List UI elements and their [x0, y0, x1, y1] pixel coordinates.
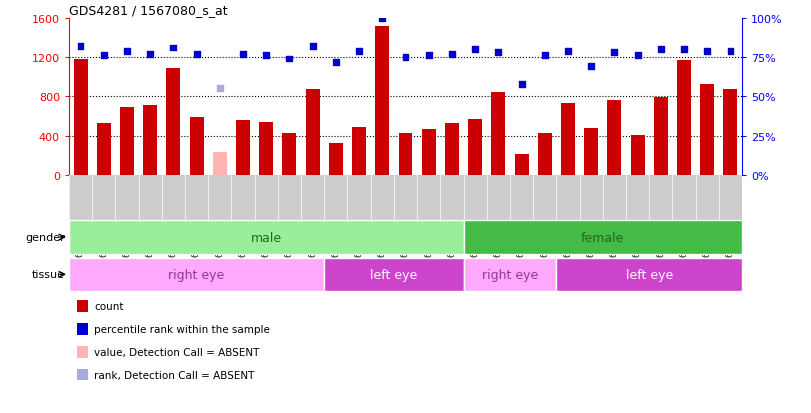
Bar	[723, 90, 737, 176]
Bar	[607, 101, 621, 176]
Point	[329, 59, 342, 66]
Text: left eye: left eye	[625, 268, 673, 281]
Point	[190, 51, 203, 58]
Text: right eye: right eye	[482, 268, 538, 281]
Point	[283, 56, 296, 63]
Bar	[538, 133, 551, 176]
Bar	[677, 61, 691, 176]
Point	[237, 51, 250, 58]
Point	[307, 43, 320, 50]
Point	[539, 53, 551, 59]
Point	[561, 48, 574, 55]
Point	[213, 86, 226, 93]
Text: female: female	[581, 231, 624, 244]
Bar	[700, 85, 714, 176]
Bar	[97, 123, 111, 176]
Text: count: count	[94, 301, 123, 311]
Point	[585, 64, 598, 71]
Point	[491, 50, 504, 57]
Point	[469, 47, 482, 53]
Bar	[260, 123, 273, 176]
Point	[167, 45, 180, 52]
Bar	[282, 133, 296, 176]
Point	[97, 53, 110, 59]
Bar	[445, 123, 459, 176]
Point	[724, 48, 737, 55]
Point	[375, 15, 388, 22]
Text: percentile rank within the sample: percentile rank within the sample	[94, 324, 270, 334]
Bar	[515, 155, 529, 176]
Point	[515, 81, 528, 88]
Point	[677, 47, 690, 53]
Bar	[631, 135, 645, 176]
Point	[701, 48, 714, 55]
Text: left eye: left eye	[371, 268, 418, 281]
Point	[608, 50, 621, 57]
Bar	[352, 128, 366, 176]
Point	[260, 53, 272, 59]
Bar	[120, 108, 134, 176]
Text: right eye: right eye	[169, 268, 225, 281]
Bar	[74, 60, 88, 176]
Text: GDS4281 / 1567080_s_at: GDS4281 / 1567080_s_at	[69, 5, 228, 17]
Bar	[212, 153, 227, 176]
Bar	[329, 144, 343, 176]
Point	[445, 51, 458, 58]
Point	[654, 47, 667, 53]
Bar	[422, 129, 436, 176]
Text: male: male	[251, 231, 281, 244]
Text: gender: gender	[25, 233, 65, 242]
Bar	[190, 118, 204, 176]
Bar	[584, 128, 599, 176]
Point	[353, 48, 366, 55]
Point	[121, 48, 134, 55]
Point	[631, 53, 644, 59]
Bar	[398, 133, 413, 176]
Text: tissue: tissue	[32, 270, 65, 280]
Bar	[561, 104, 575, 176]
Bar	[236, 121, 250, 176]
Bar	[69, 221, 464, 254]
Bar	[464, 258, 556, 291]
Text: rank, Detection Call = ABSENT: rank, Detection Call = ABSENT	[94, 370, 255, 380]
Point	[399, 55, 412, 61]
Point	[144, 51, 157, 58]
Bar	[468, 120, 482, 176]
Text: value, Detection Call = ABSENT: value, Detection Call = ABSENT	[94, 347, 260, 357]
Bar	[654, 98, 667, 176]
Point	[423, 53, 436, 59]
Bar	[144, 106, 157, 176]
Bar	[464, 221, 742, 254]
Point	[74, 43, 87, 50]
Bar	[324, 258, 464, 291]
Bar	[375, 27, 389, 176]
Bar	[166, 69, 180, 176]
Bar	[306, 90, 320, 176]
Bar	[556, 258, 742, 291]
Bar	[491, 93, 505, 176]
Bar	[69, 258, 324, 291]
